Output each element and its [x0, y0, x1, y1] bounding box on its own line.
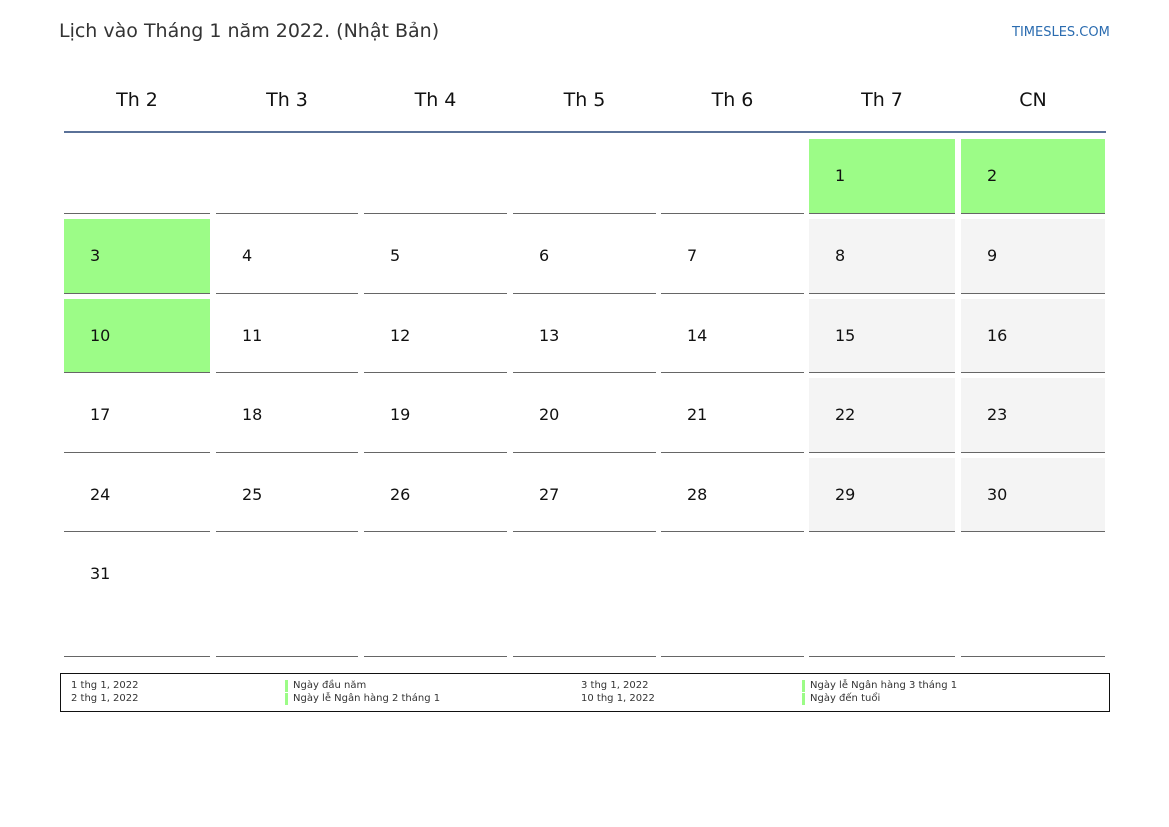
weekday-header: Th 6: [711, 89, 754, 111]
day-cell[interactable]: 31: [64, 538, 210, 657]
empty-day-cell: [216, 139, 358, 214]
day-number: 18: [242, 405, 263, 424]
day-number: 8: [835, 246, 846, 265]
weekday-header: Th 3: [266, 89, 308, 111]
legend-holiday-name: Ngày đến tuổi: [802, 693, 880, 705]
day-cell[interactable]: 4: [216, 219, 358, 294]
day-number: 17: [90, 405, 111, 424]
empty-day-cell: [364, 139, 507, 214]
legend-holiday-name: Ngày đầu năm: [285, 680, 366, 692]
day-number: 9: [987, 246, 998, 265]
empty-day-cell: [661, 538, 804, 657]
empty-day-cell: [513, 139, 656, 214]
day-number: 14: [687, 326, 708, 345]
day-cell[interactable]: 24: [64, 458, 210, 532]
day-cell[interactable]: 11: [216, 299, 358, 373]
day-cell[interactable]: 1: [809, 139, 955, 214]
empty-day-cell: [809, 538, 955, 657]
weekday-header: Th 7: [861, 89, 903, 111]
day-number: 13: [539, 326, 560, 345]
day-cell[interactable]: 25: [216, 458, 358, 532]
empty-day-cell: [216, 538, 358, 657]
empty-day-cell: [364, 538, 507, 657]
day-number: 16: [987, 326, 1008, 345]
day-number: 7: [687, 246, 698, 265]
weekday-header: CN: [1019, 89, 1047, 111]
day-number: 15: [835, 326, 856, 345]
day-cell[interactable]: 12: [364, 299, 507, 373]
day-number: 25: [242, 485, 263, 504]
day-number: 4: [242, 246, 253, 265]
day-cell[interactable]: 15: [809, 299, 955, 373]
site-link[interactable]: TIMESLES.COM: [1012, 25, 1110, 40]
day-cell[interactable]: 20: [513, 378, 656, 453]
day-number: 28: [687, 485, 708, 504]
day-cell[interactable]: 28: [661, 458, 804, 532]
weekday-header: Th 5: [563, 89, 606, 111]
weekday-header: Th 2: [116, 89, 158, 111]
day-number: 22: [835, 405, 856, 424]
legend-holiday-name: Ngày lễ Ngân hàng 2 tháng 1: [285, 693, 440, 705]
day-cell[interactable]: 6: [513, 219, 656, 294]
day-number: 30: [987, 485, 1008, 504]
empty-day-cell: [661, 139, 804, 214]
day-cell[interactable]: 14: [661, 299, 804, 373]
day-number: 26: [390, 485, 411, 504]
day-cell[interactable]: 19: [364, 378, 507, 453]
day-cell[interactable]: 17: [64, 378, 210, 453]
weekday-header: Th 4: [414, 89, 457, 111]
empty-day-cell: [513, 538, 656, 657]
day-cell[interactable]: 18: [216, 378, 358, 453]
day-cell[interactable]: 26: [364, 458, 507, 532]
legend-date: 2 thg 1, 2022: [71, 693, 139, 704]
legend-holiday-name: Ngày lễ Ngân hàng 3 tháng 1: [802, 680, 957, 692]
legend-date: 10 thg 1, 2022: [581, 693, 655, 704]
legend-date: 3 thg 1, 2022: [581, 680, 649, 691]
day-cell[interactable]: 9: [961, 219, 1105, 294]
day-number: 12: [390, 326, 411, 345]
day-cell[interactable]: 29: [809, 458, 955, 532]
day-number: 31: [90, 564, 111, 583]
day-cell[interactable]: 8: [809, 219, 955, 294]
day-cell[interactable]: 22: [809, 378, 955, 453]
day-cell[interactable]: 7: [661, 219, 804, 294]
day-cell[interactable]: 27: [513, 458, 656, 532]
header-divider: [64, 131, 1106, 133]
legend-date: 1 thg 1, 2022: [71, 680, 139, 691]
day-number: 6: [539, 246, 550, 265]
day-cell[interactable]: 21: [661, 378, 804, 453]
holiday-legend: 1 thg 1, 2022 Ngày đầu năm 2 thg 1, 2022…: [60, 673, 1110, 712]
day-number: 11: [242, 326, 263, 345]
day-number: 27: [539, 485, 560, 504]
day-cell[interactable]: 10: [64, 299, 210, 373]
day-number: 5: [390, 246, 401, 265]
day-number: 10: [90, 326, 111, 345]
day-cell[interactable]: 16: [961, 299, 1105, 373]
day-cell[interactable]: 13: [513, 299, 656, 373]
day-number: 19: [390, 405, 411, 424]
day-number: 21: [687, 405, 708, 424]
day-number: 24: [90, 485, 111, 504]
page-title: Lịch vào Tháng 1 năm 2022. (Nhật Bản): [59, 20, 440, 42]
day-cell[interactable]: 3: [64, 219, 210, 294]
day-number: 2: [987, 166, 998, 185]
day-cell[interactable]: 5: [364, 219, 507, 294]
day-number: 29: [835, 485, 856, 504]
day-number: 20: [539, 405, 560, 424]
day-cell[interactable]: 2: [961, 139, 1105, 214]
day-number: 3: [90, 246, 101, 265]
day-number: 1: [835, 166, 846, 185]
empty-day-cell: [961, 538, 1105, 657]
day-cell[interactable]: 23: [961, 378, 1105, 453]
day-cell[interactable]: 30: [961, 458, 1105, 532]
empty-day-cell: [64, 139, 210, 214]
day-number: 23: [987, 405, 1008, 424]
